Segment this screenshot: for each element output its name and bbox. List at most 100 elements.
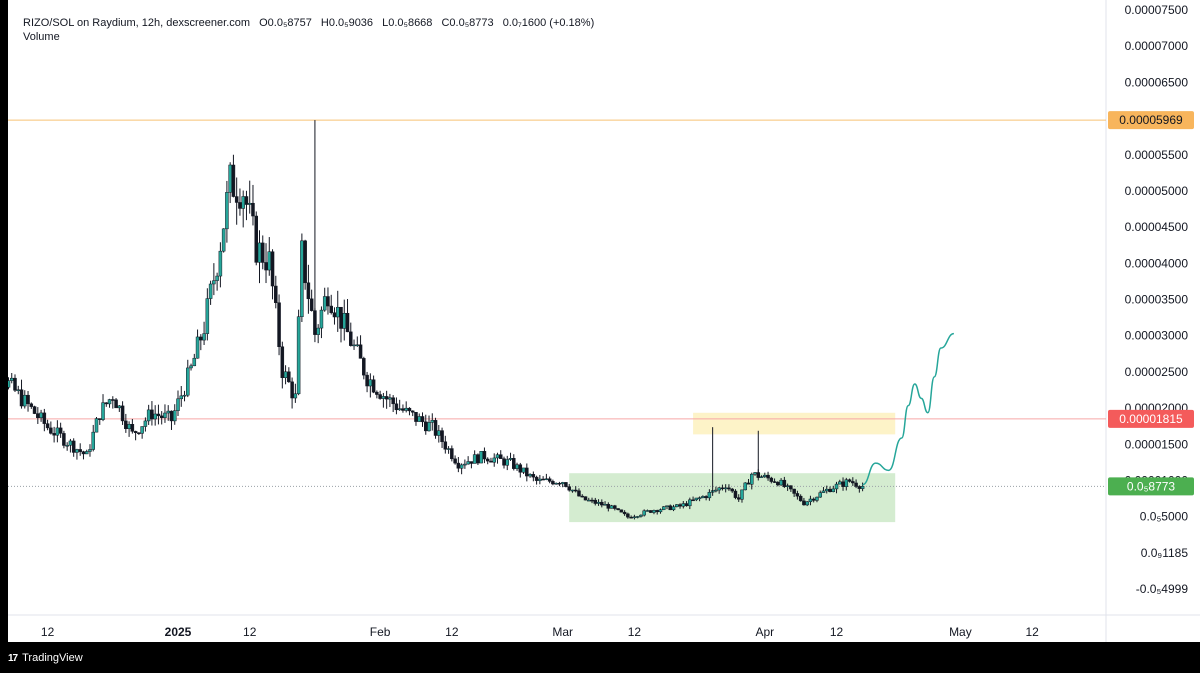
- time-tick-label: May: [949, 625, 972, 639]
- candle-body: [603, 504, 607, 506]
- chart-canvas[interactable]: 0.000075000.000070000.000065000.00006000…: [8, 0, 1200, 642]
- candle-body: [714, 489, 718, 492]
- candle-body: [743, 482, 747, 491]
- candle-body: [730, 488, 734, 492]
- candle-body: [688, 499, 692, 507]
- candle-body: [192, 357, 197, 367]
- candle-body: [860, 486, 865, 489]
- red-price-tag[interactable]: [1108, 409, 1194, 428]
- footer-bar: [0, 642, 1200, 673]
- candle-body: [831, 488, 836, 493]
- candle-body: [453, 458, 457, 464]
- candle-body: [349, 331, 353, 346]
- candle-body: [150, 409, 154, 420]
- symbol-title[interactable]: RIZO/SOL on Raydium, 12h, dexscreener.co…: [23, 17, 251, 29]
- price-tick-label: 0.0₉1185: [1141, 546, 1189, 560]
- candle-body: [358, 344, 363, 359]
- candle-body: [443, 441, 448, 450]
- candle-body: [231, 164, 236, 197]
- candle-body: [528, 474, 532, 477]
- candle-body: [355, 344, 360, 347]
- candle-body: [427, 422, 431, 432]
- candle-body: [531, 474, 536, 478]
- candle-body: [834, 483, 839, 490]
- projection-path[interactable]: [862, 332, 955, 486]
- candle-body: [114, 399, 118, 409]
- candle-body: [137, 432, 141, 435]
- candle-body: [587, 499, 591, 502]
- candle-body: [176, 398, 180, 411]
- candle-body: [776, 481, 780, 486]
- resistance-zone-zone[interactable]: [693, 412, 896, 435]
- candle-body: [247, 202, 252, 205]
- candle-body: [502, 458, 506, 466]
- candle-body: [81, 451, 86, 455]
- candle-body: [287, 371, 291, 383]
- tradingview-logo[interactable]: 17 TradingView: [8, 652, 83, 664]
- candle-body: [798, 495, 803, 502]
- candle-body: [463, 463, 467, 466]
- candle-body: [437, 430, 441, 436]
- candle-body: [580, 495, 584, 498]
- volume-label[interactable]: Volume: [23, 31, 60, 43]
- candle-body: [127, 424, 131, 429]
- green-price-tag[interactable]: [1108, 477, 1194, 496]
- candle-body: [476, 454, 480, 464]
- candle-body: [130, 424, 135, 432]
- candle-body: [420, 416, 425, 423]
- price-tick-label: -0.0₅4999: [1136, 582, 1189, 596]
- candle-body: [723, 487, 728, 490]
- time-tick-label: 12: [445, 625, 459, 639]
- candle-body: [215, 275, 219, 281]
- candle-body: [234, 196, 239, 203]
- candle-body: [492, 457, 496, 463]
- candle-body: [16, 389, 21, 391]
- time-tick-label: 12: [1025, 625, 1039, 639]
- candle-body: [697, 497, 702, 499]
- candle-body: [8, 380, 11, 388]
- candle-body: [107, 399, 112, 405]
- candle-body: [769, 477, 774, 482]
- candle-body: [525, 467, 529, 477]
- candle-body: [303, 240, 307, 284]
- candle-body: [257, 242, 262, 263]
- candle-body: [619, 509, 624, 513]
- candle-body: [733, 490, 738, 498]
- candle-body: [645, 510, 650, 512]
- candle-body: [720, 487, 725, 490]
- time-tick-label: Mar: [552, 625, 573, 639]
- candle-body: [727, 487, 731, 490]
- candle-body: [824, 488, 829, 492]
- candle-body: [384, 396, 389, 400]
- candle-body: [124, 420, 128, 429]
- candle-body: [450, 448, 454, 460]
- candle-body: [13, 377, 17, 391]
- candle-body: [381, 396, 386, 399]
- candle-body: [466, 461, 470, 465]
- candle-body: [551, 481, 555, 485]
- candle-body: [851, 481, 855, 484]
- candle-body: [300, 240, 304, 317]
- candle-body: [534, 476, 539, 481]
- candle-body: [319, 309, 324, 329]
- candle-body: [326, 296, 330, 307]
- candle-body: [554, 482, 558, 485]
- candle-body: [36, 413, 40, 419]
- orange-price-tag[interactable]: [1108, 111, 1194, 130]
- candle-body: [339, 306, 343, 329]
- candle-body: [785, 485, 790, 487]
- candle-body: [45, 423, 50, 429]
- time-tick-label: Feb: [370, 625, 391, 639]
- candle-body: [394, 403, 399, 411]
- candle-body: [772, 481, 777, 483]
- candle-body: [498, 454, 503, 459]
- candle-body: [202, 333, 206, 341]
- candle-body: [280, 346, 285, 378]
- candle-body: [675, 504, 679, 508]
- candle-body: [671, 506, 676, 511]
- candle-body: [352, 344, 356, 347]
- candle-body: [342, 312, 347, 329]
- ohlc-change: 0.0₇1600 (+0.18%): [502, 17, 595, 29]
- candle-body: [71, 440, 76, 453]
- candle-body: [169, 410, 174, 422]
